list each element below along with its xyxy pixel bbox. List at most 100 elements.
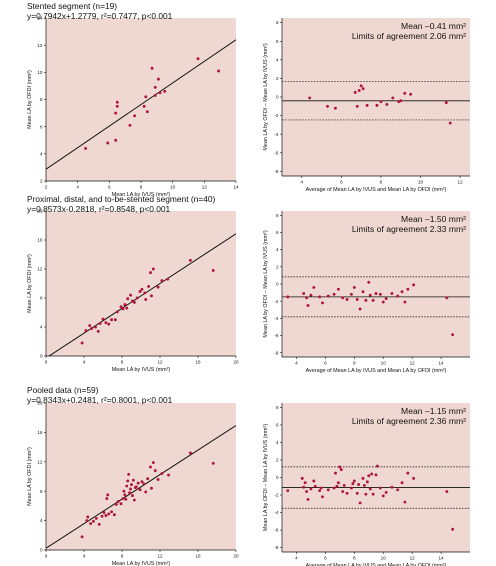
- data-point: [336, 287, 340, 291]
- y-tick-label: 6: [276, 39, 279, 44]
- limits-of-agreement-label: Limits of agreement 2.06 mm²: [352, 31, 466, 41]
- x-tick-label: 8: [353, 361, 356, 366]
- data-point: [364, 298, 368, 302]
- data-point: [156, 477, 160, 481]
- data-point: [334, 471, 337, 475]
- data-point: [149, 465, 152, 469]
- data-point: [390, 291, 394, 295]
- data-point: [351, 482, 355, 486]
- data-point: [362, 483, 366, 487]
- data-point: [358, 307, 362, 311]
- x-axis-title: Mean LA by IVUS (mm²): [112, 561, 171, 566]
- data-point: [371, 492, 375, 496]
- data-point: [349, 486, 353, 490]
- data-point: [122, 489, 126, 493]
- mean-label: Mean –1.50 mm²: [401, 214, 466, 224]
- plot-marks: [46, 39, 236, 170]
- data-point: [89, 522, 93, 525]
- x-tick-label: 16: [195, 554, 201, 559]
- data-point: [303, 481, 307, 485]
- x-axis-title: Average of Mean LA by IVUS and Mean LA b…: [306, 563, 447, 566]
- data-point: [321, 495, 324, 499]
- chart-2: 4 6 8 10 12 -8 -6 -4 -2 0 2 4 6 8 Average of Mean LA b…: [263, 18, 470, 193]
- data-point: [124, 497, 128, 501]
- data-point: [403, 300, 407, 304]
- data-point: [129, 293, 132, 297]
- data-point: [150, 66, 154, 70]
- plot-marks: [282, 464, 470, 531]
- data-point: [126, 479, 130, 483]
- data-point: [381, 300, 385, 304]
- x-tick-label: 12: [410, 361, 416, 366]
- data-point: [96, 329, 100, 333]
- data-point: [305, 296, 309, 300]
- data-point: [123, 303, 127, 306]
- data-point: [131, 494, 134, 498]
- data-point: [150, 294, 153, 298]
- x-axis-title: Average of Mean LA by IVUS and Mean LA b…: [306, 368, 447, 374]
- data-point: [300, 476, 304, 480]
- y-tick-label: 12: [37, 459, 43, 464]
- data-point: [140, 287, 144, 291]
- data-point: [286, 295, 290, 299]
- data-point: [112, 513, 116, 517]
- data-point: [341, 490, 345, 493]
- plot-area: [282, 403, 470, 552]
- x-tick-label: 10: [381, 361, 387, 366]
- plot-area: [46, 18, 236, 181]
- data-point: [156, 285, 160, 289]
- data-point: [160, 279, 164, 283]
- data-point: [101, 317, 105, 321]
- data-point: [144, 490, 148, 494]
- y-tick-label: -2: [274, 299, 279, 304]
- data-point: [128, 123, 132, 127]
- data-point: [396, 488, 400, 492]
- data-point: [86, 515, 90, 519]
- data-point: [326, 294, 330, 298]
- data-point: [115, 310, 119, 314]
- data-point: [313, 484, 317, 488]
- data-point: [367, 280, 371, 284]
- data-point: [153, 85, 157, 89]
- data-point: [135, 296, 139, 300]
- data-point: [384, 297, 388, 301]
- data-point: [188, 258, 192, 262]
- regression-equation: y=0.8573x-0.2818, r²=0.8548, p<0.001: [27, 204, 171, 214]
- plot-marks: [282, 276, 470, 337]
- data-point: [390, 485, 394, 489]
- data-point: [339, 468, 343, 472]
- plot-marks: [48, 233, 236, 356]
- x-tick-label: 8: [121, 360, 124, 365]
- data-point: [116, 500, 120, 503]
- data-point: [115, 100, 119, 104]
- y-tick-label: 0: [40, 548, 43, 553]
- data-point: [153, 93, 157, 97]
- data-point: [302, 485, 306, 489]
- data-point: [378, 292, 382, 296]
- data-point: [400, 290, 404, 294]
- x-tick-label: 8: [140, 185, 143, 190]
- block-title: Stented segment (n=19): [27, 1, 117, 11]
- data-point: [406, 287, 410, 291]
- x-tick-label: 12: [458, 180, 464, 185]
- y-tick-label: -6: [274, 150, 279, 155]
- data-point: [144, 95, 148, 99]
- data-point: [451, 333, 455, 337]
- y-tick-label: 2: [40, 179, 43, 184]
- x-tick-label: 2: [45, 185, 48, 190]
- data-point: [365, 480, 369, 484]
- y-tick-label: 4: [276, 57, 279, 62]
- data-point: [88, 324, 92, 327]
- data-point: [130, 483, 133, 487]
- chart-5: 0 4 8 12 16 20 0 4 8 12 16 20 Mean LA by IVUS (mm²) M…: [27, 401, 239, 566]
- data-point: [355, 298, 359, 301]
- y-tick-label: 2: [276, 458, 279, 463]
- data-point: [451, 527, 455, 531]
- data-point: [104, 321, 108, 325]
- y-tick-label: -8: [274, 545, 279, 550]
- data-point: [374, 291, 378, 295]
- x-tick-label: 0: [45, 554, 48, 559]
- data-point: [370, 472, 374, 476]
- x-tick-label: 4: [301, 180, 304, 185]
- data-point: [145, 110, 149, 114]
